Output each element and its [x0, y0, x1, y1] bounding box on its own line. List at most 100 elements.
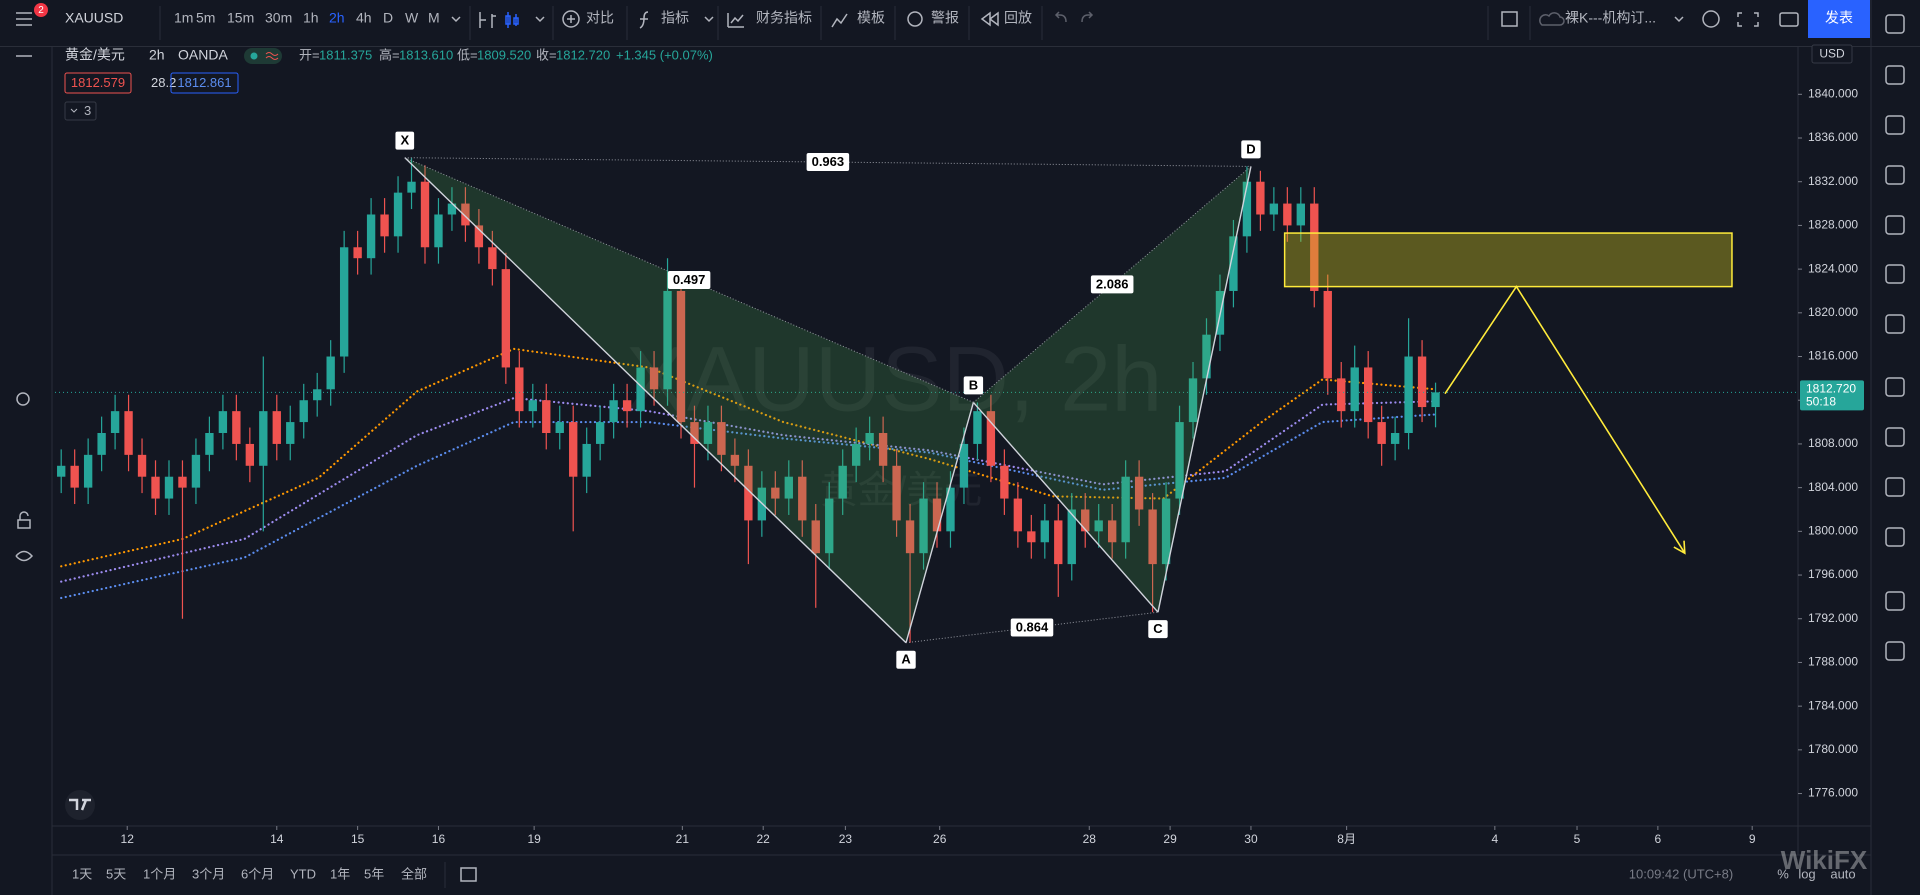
- pattern-line: [905, 402, 975, 643]
- sidebar-button[interactable]: [1885, 477, 1905, 497]
- range-button[interactable]: 全部: [401, 866, 427, 881]
- fullscreen-icon[interactable]: [1737, 12, 1759, 27]
- tool-button[interactable]: [17, 511, 31, 529]
- replay-button[interactable]: 回放: [1004, 10, 1032, 26]
- candle-body: [1417, 356, 1427, 408]
- bar-style-icon[interactable]: [479, 12, 496, 28]
- indicator-toggle[interactable]: [64, 101, 97, 121]
- range-button[interactable]: 1个月: [143, 866, 176, 881]
- compare-icon[interactable]: [562, 10, 580, 28]
- legend-close: 1812.720: [556, 47, 610, 62]
- sidebar-button[interactable]: [1885, 314, 1905, 334]
- sidebar-button[interactable]: [1885, 427, 1905, 447]
- sidebar-button[interactable]: [1885, 215, 1905, 235]
- financials-icon[interactable]: [727, 13, 744, 28]
- interval[interactable]: 4h: [356, 10, 372, 26]
- candle-style-icon[interactable]: [505, 12, 519, 28]
- chevron[interactable]: [1674, 16, 1684, 23]
- sidebar-button[interactable]: [1885, 591, 1905, 611]
- interval[interactable]: 1h: [303, 10, 319, 26]
- candle-body: [1040, 520, 1049, 543]
- templates-button[interactable]: 模板: [857, 10, 885, 26]
- candle-body: [649, 367, 659, 390]
- candle-body: [1202, 334, 1211, 379]
- alerts-icon[interactable]: [907, 11, 923, 27]
- sidebar-button[interactable]: [1885, 165, 1905, 185]
- symbol[interactable]: XAUUSD: [65, 10, 123, 26]
- chevron[interactable]: [704, 16, 714, 23]
- tool-button[interactable]: [16, 392, 30, 406]
- interval[interactable]: D: [383, 10, 393, 26]
- candle-body: [986, 411, 996, 466]
- cloud-icon[interactable]: [1539, 12, 1565, 26]
- date-range-icon[interactable]: [460, 867, 477, 882]
- sidebar-button[interactable]: [1885, 527, 1905, 547]
- range-button[interactable]: 6个月: [241, 866, 274, 881]
- interval[interactable]: 1m: [174, 10, 193, 26]
- chevron[interactable]: [451, 16, 461, 23]
- market-status[interactable]: [244, 48, 282, 64]
- sidebar-button[interactable]: [1885, 641, 1905, 661]
- interval[interactable]: M: [428, 10, 440, 26]
- settings-icon[interactable]: [1702, 10, 1720, 28]
- interval-active[interactable]: 2h: [329, 10, 345, 26]
- interval[interactable]: 15m: [227, 10, 254, 26]
- sidebar-button[interactable]: [1885, 377, 1905, 397]
- layout-name[interactable]: 裸K---机构订...: [1565, 10, 1656, 26]
- legend-exchange: OANDA: [178, 47, 228, 63]
- fx-icon[interactable]: [639, 11, 649, 29]
- tool-icon: [15, 550, 34, 562]
- candle-body: [178, 476, 187, 488]
- percent-toggle[interactable]: %: [1777, 866, 1789, 881]
- interval[interactable]: 5m: [196, 10, 215, 26]
- candle-body: [1404, 356, 1413, 434]
- y-tick-label: 1832.000: [1808, 174, 1858, 188]
- log-toggle[interactable]: log: [1798, 866, 1815, 881]
- sidebar-button[interactable]: [1885, 65, 1905, 85]
- candle-body: [299, 400, 308, 423]
- auto-toggle[interactable]: auto: [1830, 866, 1855, 881]
- tv-logo[interactable]: [65, 790, 95, 820]
- candle-body: [420, 181, 430, 248]
- legend-interval: 2h: [149, 47, 165, 63]
- compare-button[interactable]: 对比: [586, 10, 614, 26]
- x-tick-label: 22: [757, 832, 771, 846]
- sidebar-icon: [1885, 527, 1905, 547]
- range-button[interactable]: YTD: [290, 866, 316, 881]
- templates-icon[interactable]: [831, 13, 848, 28]
- bid-box[interactable]: [64, 72, 132, 94]
- interval[interactable]: 30m: [265, 10, 292, 26]
- ask-box[interactable]: [170, 72, 239, 94]
- range-button[interactable]: 5年: [364, 866, 384, 881]
- candle-body: [1364, 367, 1373, 423]
- range-button[interactable]: 5天: [106, 866, 126, 881]
- candle-body: [1310, 203, 1319, 291]
- menu-button[interactable]: 2: [16, 3, 48, 26]
- replay-icon[interactable]: [980, 11, 999, 27]
- snapshot-icon[interactable]: [1779, 12, 1799, 27]
- indicators-button[interactable]: 指标: [661, 10, 689, 26]
- candle-body: [1094, 520, 1103, 532]
- sidebar-button[interactable]: [1885, 14, 1905, 34]
- candle-body: [218, 411, 228, 434]
- interval[interactable]: W: [405, 10, 419, 26]
- chevron[interactable]: [535, 16, 545, 23]
- range-button[interactable]: 3个月: [192, 866, 225, 881]
- publish-button[interactable]: [1808, 0, 1870, 38]
- undo-icon[interactable]: [1054, 11, 1067, 23]
- x-tick-label: 29: [1163, 832, 1177, 846]
- publish-label[interactable]: 发表: [1825, 10, 1853, 26]
- currency-box[interactable]: [1811, 44, 1853, 64]
- sidebar-button[interactable]: [1885, 115, 1905, 135]
- alerts-button[interactable]: 警报: [931, 10, 959, 26]
- range-button[interactable]: 1年: [330, 866, 350, 881]
- pattern-ratio-box: [667, 271, 711, 290]
- financials-button[interactable]: 财务指标: [756, 10, 812, 26]
- sidebar-button[interactable]: [1885, 264, 1905, 284]
- range-button[interactable]: 1天: [72, 866, 92, 881]
- tool-button[interactable]: [15, 550, 34, 562]
- redo-icon[interactable]: [1081, 11, 1094, 23]
- layout-square-icon[interactable]: [1501, 11, 1518, 27]
- bid: 1812.579: [71, 75, 125, 90]
- candle-body: [609, 400, 618, 423]
